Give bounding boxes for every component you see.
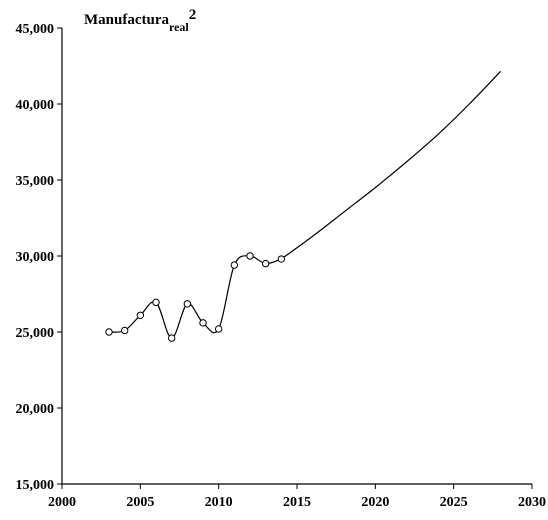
x-tick-label: 2005 [126, 495, 154, 510]
series-line-observed [108, 255, 282, 339]
x-tick-label: 2030 [518, 495, 546, 510]
chart-title-superscript: 2 [189, 7, 197, 23]
y-tick-label: 15,000 [16, 478, 55, 493]
data-point [152, 298, 160, 307]
chart-title-main: Manufactura [84, 12, 169, 28]
chart-title-subscript: real [169, 20, 189, 34]
data-point [183, 300, 192, 308]
y-tick-label: 35,000 [16, 174, 55, 189]
data-point [277, 255, 286, 263]
y-tick-label: 20,000 [16, 402, 55, 417]
x-tick-label: 2000 [48, 495, 76, 510]
data-point [230, 261, 239, 269]
x-tick-label: 2025 [440, 495, 468, 510]
data-point [214, 325, 223, 333]
data-point [167, 334, 176, 342]
y-tick-label: 25,000 [16, 326, 55, 341]
data-point [261, 259, 270, 268]
data-point [120, 326, 129, 335]
data-point [136, 311, 145, 319]
chart-title: Manufacturareal2 [84, 7, 196, 34]
y-tick-label: 30,000 [16, 250, 55, 265]
x-tick-label: 2020 [361, 495, 389, 510]
x-axis-ticks: 2000 2005 2010 2015 2020 2025 2030 [48, 484, 546, 510]
data-point [246, 252, 254, 260]
y-tick-label: 45,000 [16, 22, 55, 37]
data-point [199, 319, 207, 327]
series-line-projection [280, 70, 502, 260]
x-tick-label: 2010 [205, 495, 233, 510]
y-axis-ticks: 15,000 20,000 25,000 30,000 35,000 40,000 45,0… [16, 22, 62, 493]
axes [61, 28, 532, 485]
data-point [105, 328, 113, 336]
marker-layer [105, 252, 286, 342]
series-layer [108, 70, 502, 339]
y-tick-label: 40,000 [16, 98, 55, 113]
x-tick-label: 2015 [283, 495, 311, 510]
